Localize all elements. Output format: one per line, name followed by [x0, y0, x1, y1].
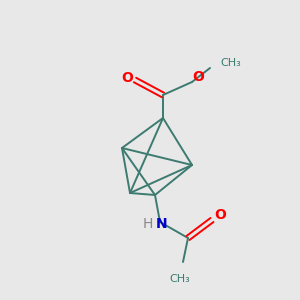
Text: N: N [156, 217, 168, 231]
Text: O: O [214, 208, 226, 222]
Text: CH₃: CH₃ [169, 274, 190, 284]
Text: H: H [143, 217, 153, 231]
Text: CH₃: CH₃ [220, 58, 241, 68]
Text: O: O [121, 71, 133, 85]
Text: O: O [192, 70, 204, 84]
